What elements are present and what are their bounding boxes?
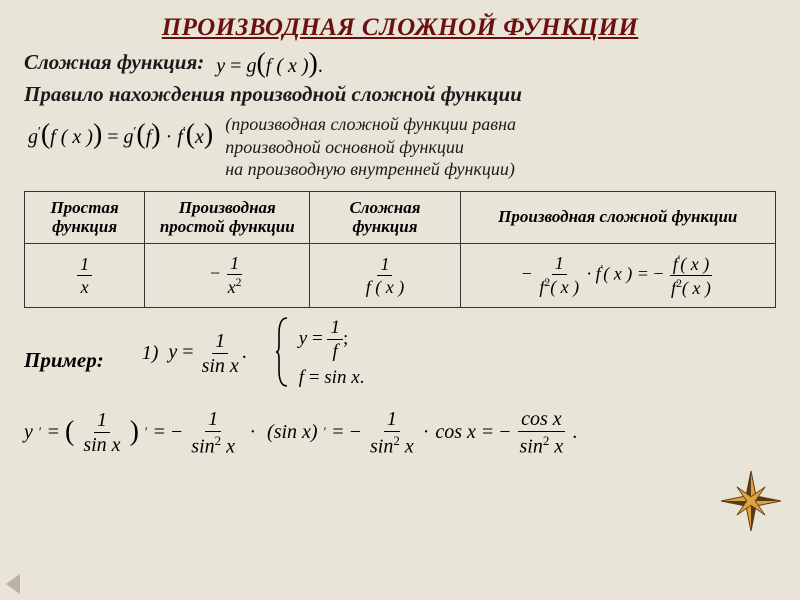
cell-composite-deriv: − 1f2( x ) · f′( x ) = − f′( x ) f2( x ) — [460, 243, 775, 307]
example-equation: y = 1sin x. — [168, 331, 246, 376]
example-label: Пример: — [24, 348, 104, 373]
rule-title: Правило нахождения производной сложной ф… — [24, 82, 776, 107]
brace-icon — [275, 316, 289, 388]
composite-label: Сложная функция: — [24, 50, 204, 75]
brace-content: y = 1f; f = sin x. — [299, 316, 365, 391]
compass-star-icon — [720, 470, 782, 532]
composite-formula: y = g(f ( x )). — [216, 48, 323, 80]
cell-simple: 1x — [25, 243, 145, 307]
nav-prev-icon[interactable] — [6, 574, 20, 594]
table-row: 1x − 1x2 1f ( x ) − 1f2( x ) · f′( x ) =… — [25, 243, 776, 307]
table-header: Производная сложной функции — [460, 191, 775, 243]
cell-composite: 1f ( x ) — [310, 243, 460, 307]
table-header: Сложная функция — [310, 191, 460, 243]
derivative-table: Простая функция Производная простой функ… — [24, 191, 776, 308]
page-title: ПРОИЗВОДНАЯ СЛОЖНОЙ ФУНКЦИИ — [24, 14, 776, 42]
chain-rule-formula: g′(f ( x )) = g′(f) · f′(x) — [24, 113, 217, 155]
example-number: 1) — [142, 342, 159, 365]
table-header: Простая функция — [25, 191, 145, 243]
rule-explanation: (производная сложной функции равна произ… — [225, 113, 776, 181]
table-header: Производная простой функции — [145, 191, 310, 243]
result-equation: y′ = (1sin x)′ = − 1sin2 x · (sin x)′ = … — [24, 409, 776, 457]
cell-simple-deriv: − 1x2 — [145, 243, 310, 307]
